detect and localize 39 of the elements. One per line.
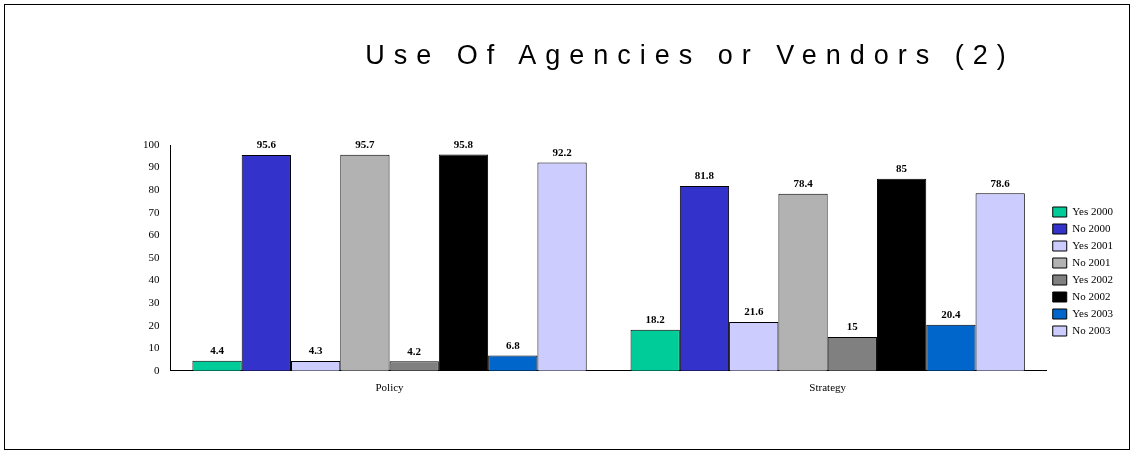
- y-tick-label: 20: [148, 318, 160, 331]
- y-tick-label: 90: [148, 160, 160, 173]
- data-label: 85: [896, 162, 908, 175]
- y-tick-label: 60: [148, 228, 160, 241]
- y-tick-label: 100: [143, 137, 160, 150]
- y-tick-label: 40: [148, 273, 160, 286]
- y-tick-label: 50: [148, 250, 160, 263]
- y-tick-label: 80: [148, 183, 160, 196]
- data-label: 18.2: [645, 313, 666, 326]
- data-label: 95.7: [355, 138, 376, 151]
- y-tick-label: 30: [148, 295, 160, 308]
- data-label: 92.2: [552, 145, 573, 158]
- data-label: 4.3: [308, 344, 323, 357]
- bar: [438, 154, 489, 371]
- chart-title: Use Of Agencies or Vendors (2): [364, 40, 1016, 71]
- legend-label: Yes 2003: [1072, 306, 1114, 319]
- legend-label: No 2000: [1072, 221, 1111, 234]
- x-tick-label: Policy: [375, 381, 405, 394]
- data-label: 21.6: [744, 305, 764, 318]
- legend-label: No 2002: [1072, 289, 1111, 302]
- data-label: 4.2: [407, 344, 422, 357]
- data-label: 78.6: [990, 176, 1011, 189]
- data-label: 4.4: [210, 344, 225, 357]
- data-label: 95.6: [256, 138, 277, 151]
- legend-label: Yes 2002: [1072, 272, 1114, 285]
- y-tick-label: 70: [148, 205, 160, 218]
- data-label: 20.4: [941, 308, 962, 321]
- data-label: 78.4: [793, 177, 814, 190]
- data-label: 95.8: [453, 137, 474, 150]
- data-label: 81.8: [694, 169, 715, 182]
- legend-label: Yes 2000: [1072, 204, 1114, 217]
- legend-label: No 2001: [1072, 255, 1111, 268]
- data-label: 6.8: [505, 338, 521, 351]
- legend-label: Yes 2001: [1072, 238, 1114, 251]
- x-tick-label: Strategy: [809, 381, 847, 394]
- y-tick-label: 0: [154, 363, 160, 376]
- y-tick-label: 10: [148, 341, 160, 354]
- data-label: 15: [846, 320, 859, 333]
- legend-label: No 2003: [1072, 323, 1111, 336]
